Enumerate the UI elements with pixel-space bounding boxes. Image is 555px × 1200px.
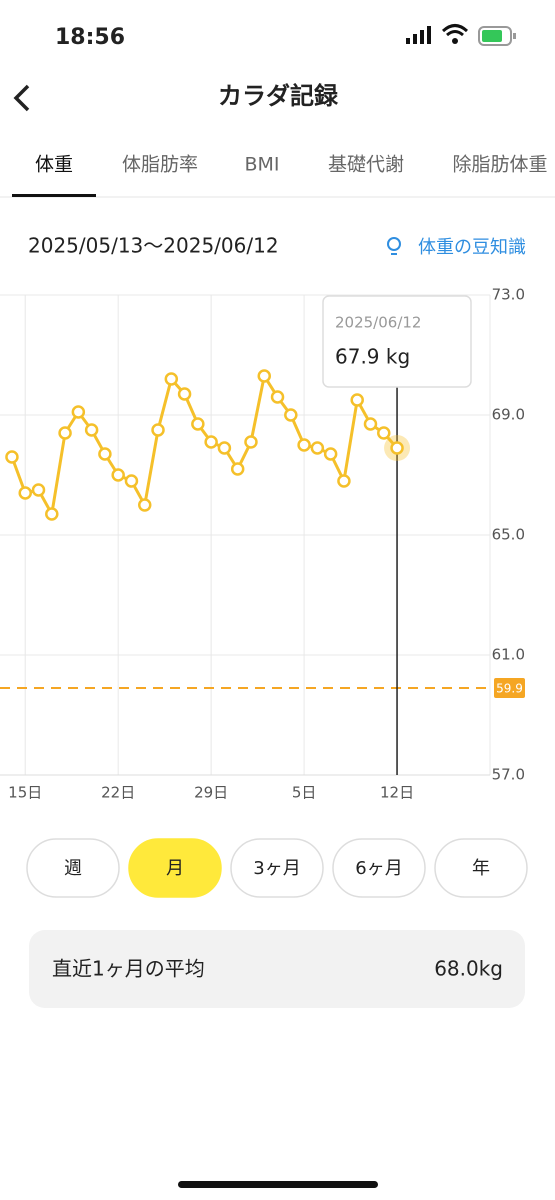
x-tick-label: 22日 (101, 784, 135, 802)
weight-point[interactable] (177, 387, 192, 401)
y-tick-label: 69.0 (492, 406, 525, 424)
weight-point[interactable] (111, 468, 125, 482)
period-button[interactable] (230, 838, 324, 898)
tooltip-value: 67.9 kg (335, 345, 410, 369)
weight-point[interactable] (270, 390, 285, 404)
weight-point[interactable] (18, 486, 32, 500)
period-label[interactable]: 月 (166, 858, 184, 879)
average-card (29, 930, 525, 1008)
tab[interactable]: 基礎代謝 (328, 154, 404, 176)
x-tick-label: 12日 (380, 784, 414, 802)
weight-point[interactable] (5, 450, 19, 464)
weight-line (10, 372, 399, 519)
back-button[interactable] (13, 84, 30, 112)
y-tick-label: 65.0 (492, 526, 525, 544)
weight-point[interactable] (284, 408, 298, 422)
period-button[interactable] (332, 838, 426, 898)
average-label: 直近1ヶ月の平均 (52, 957, 205, 981)
date-range: 2025/05/13〜2025/06/12 (28, 234, 279, 258)
weight-point[interactable] (151, 423, 165, 437)
status-icons (406, 24, 516, 46)
weight-point[interactable] (45, 507, 59, 521)
period-label[interactable]: 週 (64, 858, 82, 879)
page-title: カラダ記録 (218, 82, 339, 110)
weight-point[interactable] (390, 441, 404, 455)
tip-link[interactable]: 体重の豆知識 (387, 237, 526, 258)
tab[interactable]: 体脂肪率 (122, 154, 198, 176)
weight-point[interactable] (137, 498, 152, 512)
weight-point[interactable] (337, 474, 351, 488)
weight-point[interactable] (350, 393, 364, 407)
weight-point[interactable] (310, 441, 325, 455)
average-value: 68.0kg (434, 957, 503, 981)
weight-point[interactable] (217, 441, 232, 455)
y-tick-label: 61.0 (492, 646, 525, 664)
weight-point[interactable] (191, 417, 205, 431)
period-label[interactable]: 年 (472, 858, 490, 879)
tip-link-text[interactable]: 体重の豆知識 (418, 237, 526, 258)
home-indicator (178, 1181, 378, 1188)
weight-point[interactable] (98, 447, 112, 461)
weight-point[interactable] (31, 483, 46, 497)
period-button[interactable] (26, 838, 120, 898)
tab[interactable]: BMI (244, 154, 279, 176)
weight-point[interactable] (58, 426, 72, 440)
status-time: 18:56 (55, 25, 125, 50)
x-tick-label: 29日 (194, 784, 228, 802)
weight-point[interactable] (84, 423, 99, 437)
weight-point[interactable] (71, 405, 86, 419)
weight-point[interactable] (204, 435, 218, 449)
weight-point[interactable] (124, 474, 139, 488)
weight-point[interactable] (244, 435, 258, 449)
tab[interactable]: 体重 (35, 154, 73, 176)
x-tick-label: 5日 (292, 784, 317, 802)
y-tick-label: 57.0 (492, 766, 525, 784)
weight-point[interactable] (230, 462, 245, 476)
target-badge (494, 678, 525, 698)
weight-point[interactable] (363, 417, 378, 431)
weight-point[interactable] (377, 426, 391, 440)
weight-point[interactable] (297, 438, 311, 452)
weight-point[interactable] (257, 369, 272, 383)
period-button[interactable] (128, 838, 222, 898)
target-label: 59.9 (496, 682, 523, 696)
weight-point[interactable] (323, 447, 338, 461)
period-label[interactable]: 6ヶ月 (355, 858, 402, 879)
period-label[interactable]: 3ヶ月 (253, 858, 300, 879)
x-tick-label: 15日 (8, 784, 42, 802)
tooltip (322, 295, 472, 388)
tooltip-date: 2025/06/12 (335, 314, 421, 332)
y-tick-label: 73.0 (492, 286, 525, 304)
tab[interactable]: 除脂肪体重 (452, 154, 547, 176)
tab-underline (12, 194, 96, 197)
period-button[interactable] (434, 838, 528, 898)
weight-point[interactable] (164, 372, 179, 386)
